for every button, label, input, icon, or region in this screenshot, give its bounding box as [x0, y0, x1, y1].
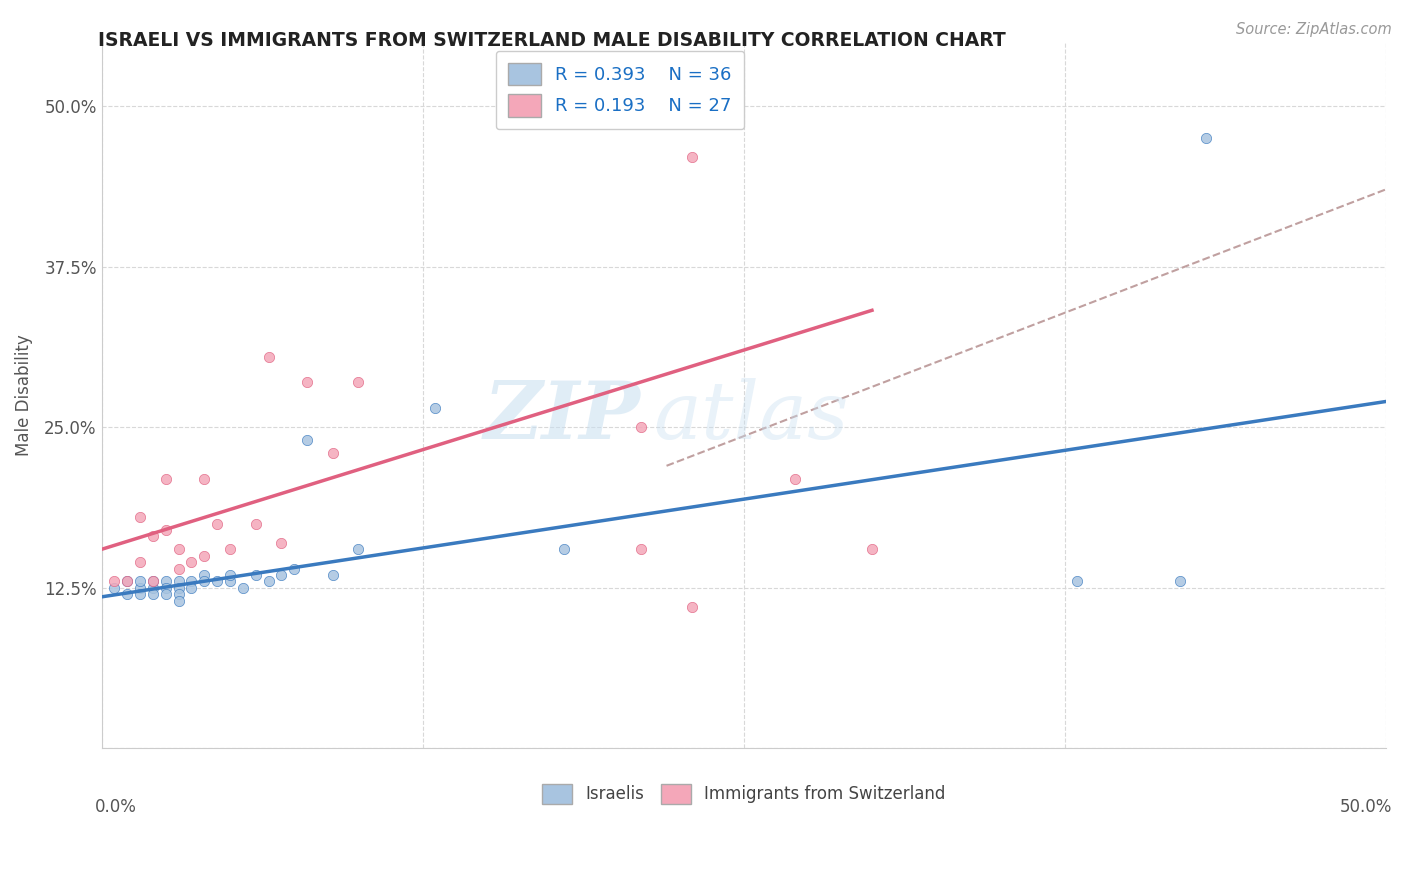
Point [142, 587, 165, 601]
Point [270, 536, 292, 550]
Point [129, 581, 152, 595]
Point [860, 542, 883, 557]
Point [167, 581, 190, 595]
Point [142, 581, 165, 595]
Point [155, 523, 177, 537]
Point [245, 516, 267, 531]
Point [322, 446, 344, 460]
Point [219, 574, 242, 589]
Point [1066, 574, 1088, 589]
Point [155, 587, 177, 601]
Point [322, 568, 344, 582]
Text: atlas: atlas [654, 377, 849, 455]
Point [142, 529, 165, 543]
Point [425, 401, 447, 415]
Point [630, 542, 652, 557]
Point [205, 516, 228, 531]
Point [167, 587, 190, 601]
Text: Source: ZipAtlas.com: Source: ZipAtlas.com [1236, 22, 1392, 37]
Point [167, 561, 190, 575]
Point [193, 574, 215, 589]
Point [167, 593, 190, 607]
Point [553, 542, 575, 557]
Y-axis label: Male Disability: Male Disability [15, 334, 32, 456]
Point [155, 581, 177, 595]
Point [630, 420, 652, 434]
Point [205, 574, 228, 589]
Point [117, 587, 139, 601]
Point [193, 549, 215, 563]
Point [142, 574, 165, 589]
Point [129, 555, 152, 569]
Point [681, 150, 703, 164]
Text: ISRAELI VS IMMIGRANTS FROM SWITZERLAND MALE DISABILITY CORRELATION CHART: ISRAELI VS IMMIGRANTS FROM SWITZERLAND M… [98, 31, 1007, 50]
Point [103, 581, 125, 595]
Point [283, 561, 305, 575]
Point [257, 574, 280, 589]
Point [1195, 131, 1218, 145]
Point [180, 581, 202, 595]
Point [193, 472, 215, 486]
Point [219, 542, 242, 557]
Point [219, 568, 242, 582]
Point [142, 574, 165, 589]
Point [295, 376, 318, 390]
Point [180, 555, 202, 569]
Point [117, 574, 139, 589]
Point [193, 568, 215, 582]
Text: 50.0%: 50.0% [1340, 798, 1392, 816]
Point [117, 574, 139, 589]
Point [155, 472, 177, 486]
Point [129, 587, 152, 601]
Point [1168, 574, 1191, 589]
Point [270, 568, 292, 582]
Point [103, 574, 125, 589]
Point [129, 574, 152, 589]
Point [347, 542, 370, 557]
Point [232, 581, 254, 595]
Point [155, 574, 177, 589]
Text: ZIP: ZIP [484, 377, 641, 455]
Legend: Israelis, Immigrants from Switzerland: Israelis, Immigrants from Switzerland [536, 777, 952, 811]
Point [257, 350, 280, 364]
Point [295, 433, 318, 447]
Point [347, 376, 370, 390]
Point [129, 510, 152, 524]
Point [783, 472, 806, 486]
Point [167, 574, 190, 589]
Point [681, 600, 703, 615]
Text: 0.0%: 0.0% [96, 798, 136, 816]
Point [180, 574, 202, 589]
Point [167, 542, 190, 557]
Point [245, 568, 267, 582]
